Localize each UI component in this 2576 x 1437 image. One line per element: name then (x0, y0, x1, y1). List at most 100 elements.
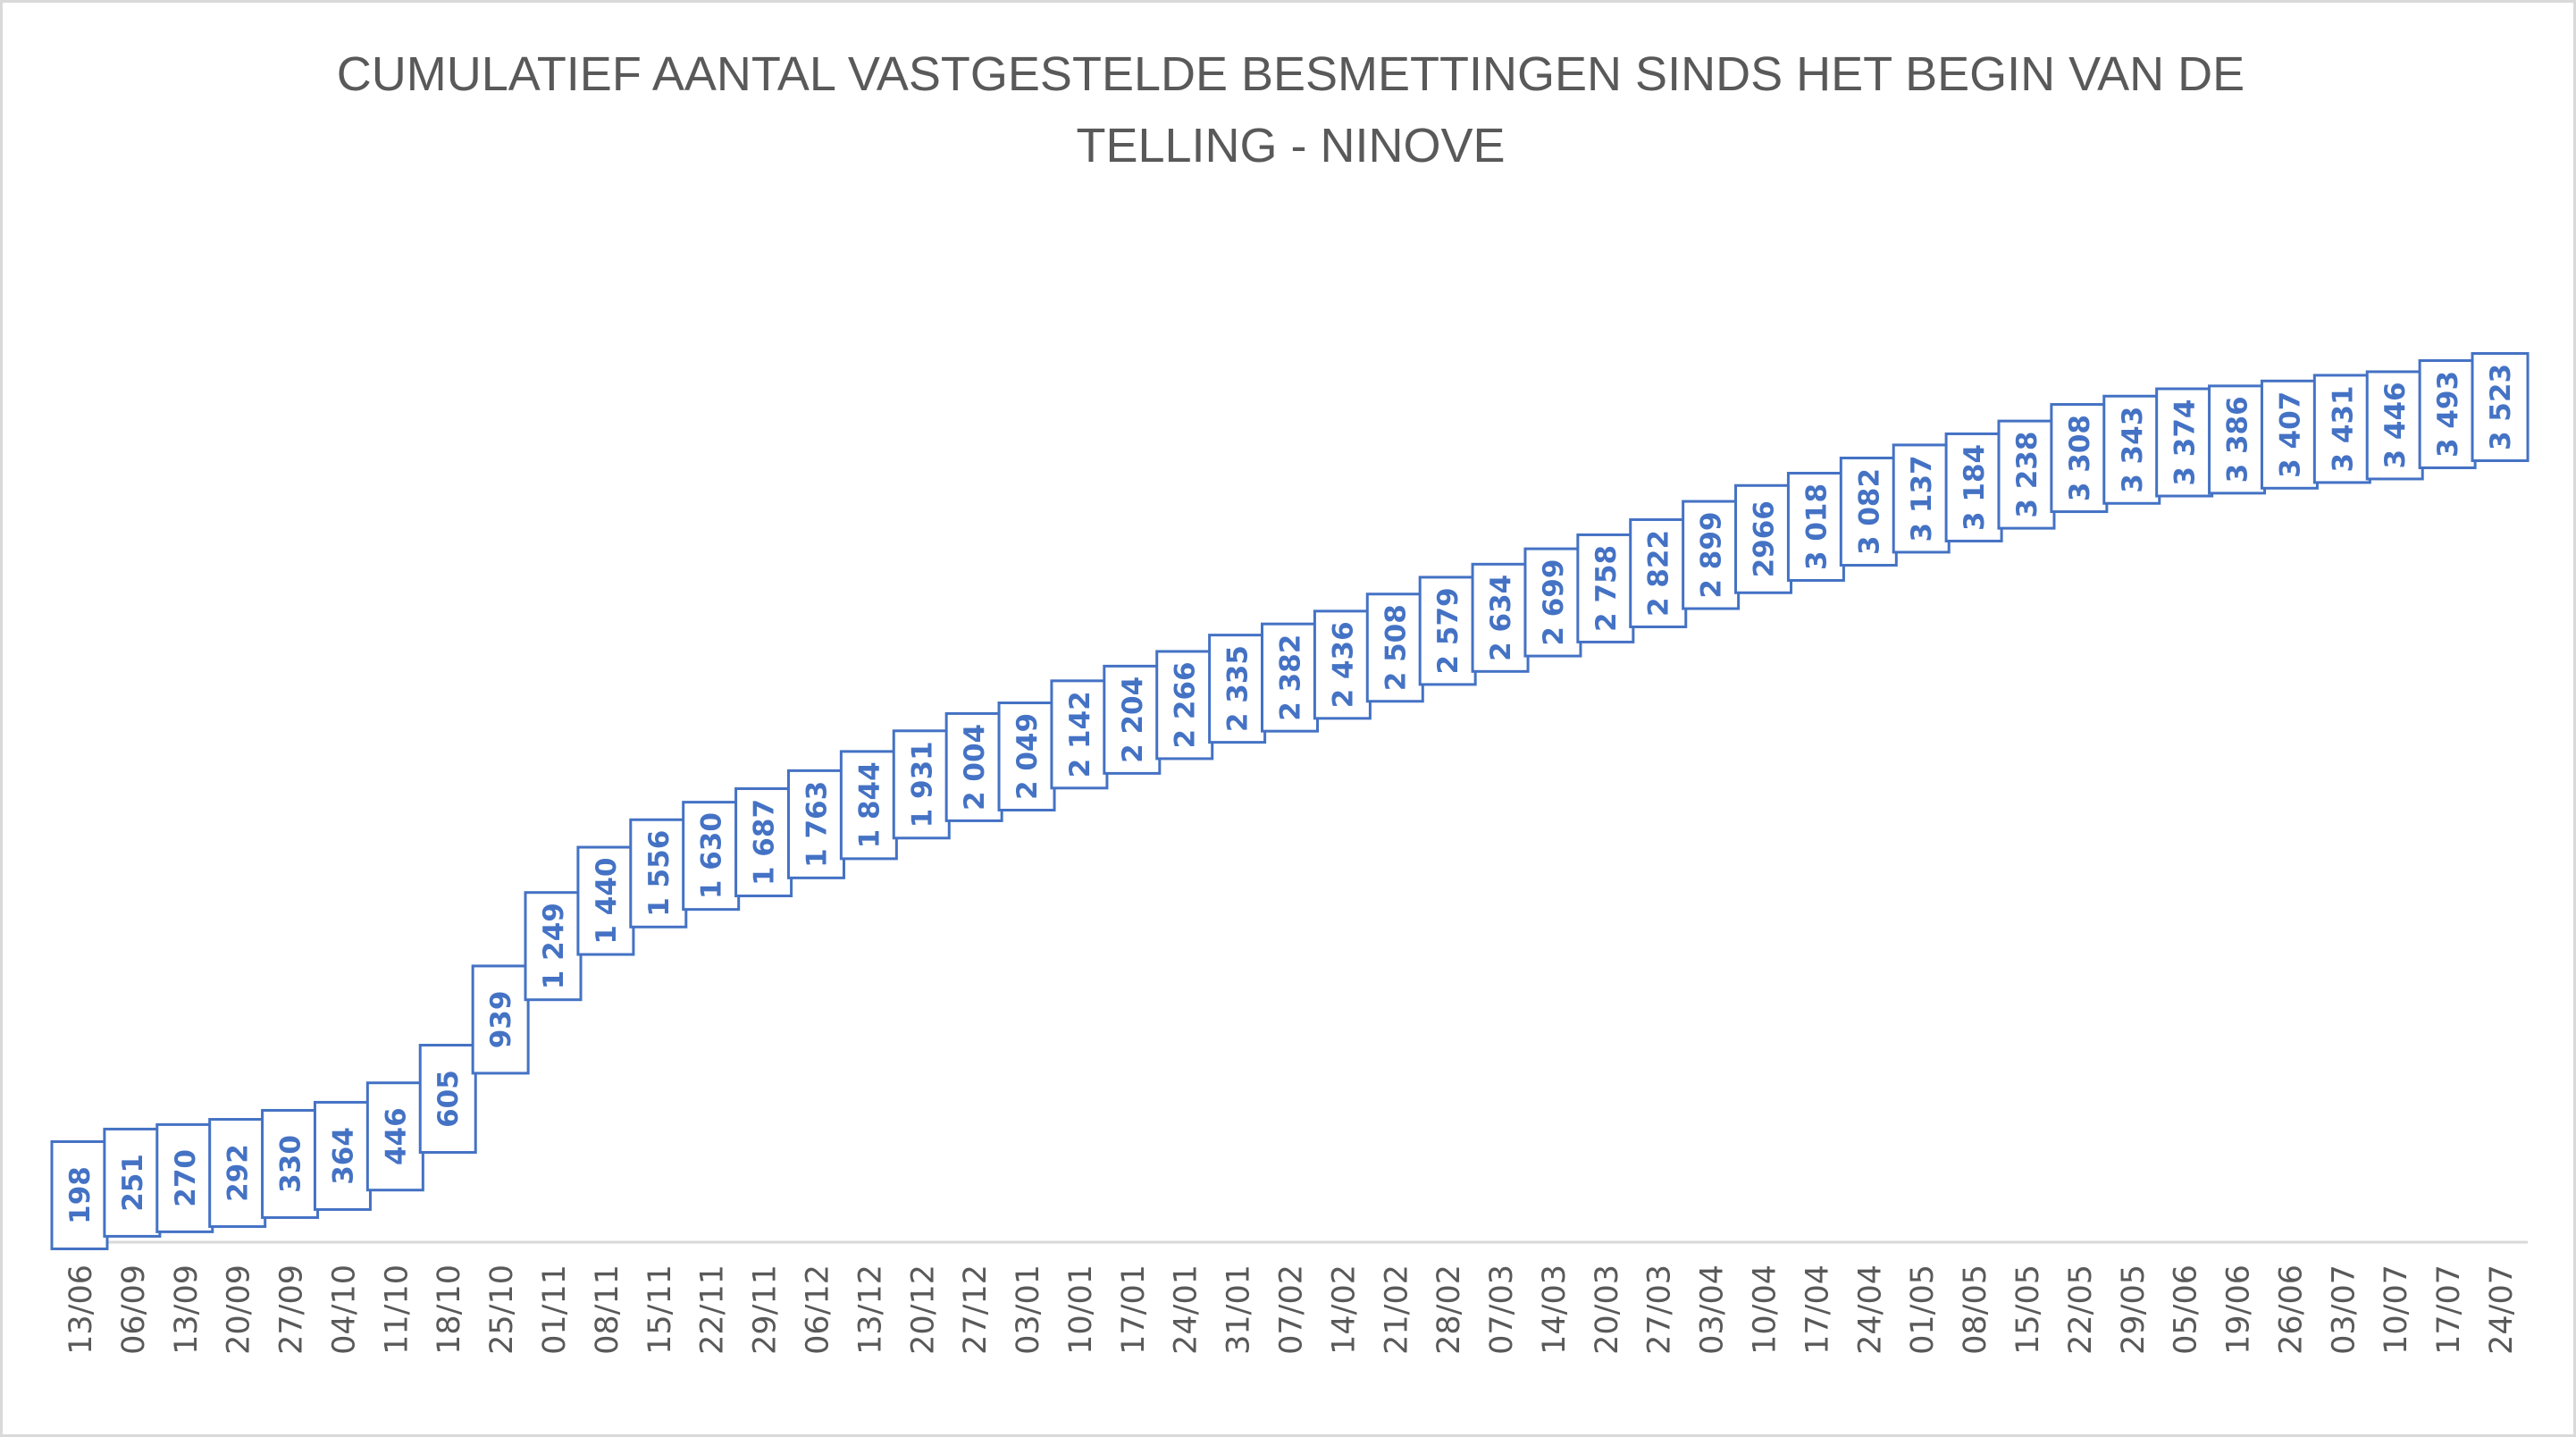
x-tick-label: 22/11 (695, 1265, 731, 1355)
data-label: 2 004 (959, 724, 991, 811)
x-tick-label: 11/10 (379, 1265, 415, 1355)
data-label-box (1682, 500, 1741, 610)
data-label: 2 266 (1170, 661, 1202, 748)
x-tick-label: 28/02 (1431, 1265, 1467, 1355)
x-tick-label: 01/11 (537, 1265, 573, 1355)
data-label-box (2102, 394, 2161, 505)
data-label-box (103, 1127, 162, 1238)
data-label-box (1997, 419, 2056, 530)
data-label-box (997, 702, 1056, 812)
data-label-box (1313, 609, 1372, 720)
x-tick-label: 17/07 (2431, 1265, 2467, 1355)
x-tick-label: 26/06 (2273, 1265, 2309, 1355)
x-tick-label: 29/11 (748, 1265, 784, 1355)
data-label: 2 634 (1485, 575, 1517, 661)
x-tick-label: 13/06 (63, 1265, 99, 1355)
x-tick-label: 24/04 (1852, 1265, 1888, 1355)
data-label: 2 049 (1011, 713, 1044, 800)
x-tick-label: 07/03 (1484, 1265, 1520, 1355)
x-tick-label: 20/12 (905, 1265, 941, 1355)
data-label-box (471, 964, 530, 1075)
x-tick-label: 05/06 (2169, 1265, 2204, 1355)
x-tick-label: 14/03 (1537, 1265, 1573, 1355)
data-label-box (1734, 483, 1793, 594)
x-tick-label: 20/09 (222, 1265, 257, 1355)
data-label: 2 822 (1643, 530, 1675, 617)
x-tick-label: 27/12 (958, 1265, 994, 1355)
x-tick-label: 25/10 (484, 1265, 520, 1355)
data-label: 2 899 (1696, 512, 1728, 599)
data-label: 1 687 (749, 799, 781, 886)
data-label-box (50, 1139, 109, 1250)
data-label: 605 (432, 1070, 465, 1128)
x-tick-label: 14/02 (1326, 1265, 1362, 1355)
x-tick-label: 08/11 (590, 1265, 625, 1355)
data-label: 1 249 (538, 903, 570, 989)
data-label-box (2260, 379, 2319, 490)
x-tick-label: 10/07 (2379, 1265, 2414, 1355)
data-label: 1 931 (906, 741, 938, 828)
chart-title-line-2: TELLING - NINOVE (1076, 119, 1506, 172)
x-tick-label: 08/05 (1958, 1265, 1993, 1355)
data-label: 2 579 (1432, 587, 1464, 674)
data-label-box (1523, 547, 1582, 658)
data-label: 1 763 (801, 781, 833, 868)
data-label: 270 (170, 1149, 202, 1207)
data-label-box (2155, 387, 2214, 498)
x-tick-label: 03/01 (1011, 1265, 1046, 1355)
data-label: 3 018 (1800, 483, 1833, 570)
x-tick-label: 18/10 (432, 1265, 467, 1355)
x-tick-label: 27/03 (1642, 1265, 1678, 1355)
data-label-box (1839, 456, 1898, 567)
data-label-box (2050, 403, 2109, 514)
data-label-box (786, 769, 845, 879)
data-label: 1 630 (696, 812, 728, 899)
data-label-box (734, 787, 793, 898)
data-label-box (682, 801, 741, 912)
x-tick-label: 19/06 (2221, 1265, 2257, 1355)
data-label: 292 (222, 1144, 255, 1202)
x-tick-label: 31/01 (1221, 1265, 1257, 1355)
x-tick-label: 22/05 (2063, 1265, 2099, 1355)
data-label: 3 343 (2117, 407, 2149, 493)
x-tick-label: 13/12 (852, 1265, 888, 1355)
data-label-box (1155, 650, 1214, 761)
x-tick-label: 06/12 (800, 1265, 835, 1355)
data-label-box (1576, 533, 1635, 643)
data-label: 3 493 (2432, 371, 2464, 458)
data-label: 3 374 (2169, 399, 2202, 486)
x-tick-label: 10/01 (1063, 1265, 1099, 1355)
data-label: 2 758 (1590, 545, 1623, 632)
x-tick-label: 15/05 (2010, 1265, 2046, 1355)
data-label-box (629, 818, 688, 929)
data-label-box (1629, 517, 1688, 628)
data-label: 1 440 (591, 858, 623, 945)
x-tick-label: 07/02 (1274, 1265, 1310, 1355)
x-tick-label: 17/01 (1116, 1265, 1152, 1355)
data-label-box (1050, 679, 1109, 790)
x-tick-label: 20/03 (1590, 1265, 1625, 1355)
data-label-box (418, 1044, 477, 1155)
x-tick-label: 13/09 (169, 1265, 205, 1355)
x-tick-label: 15/11 (642, 1265, 678, 1355)
data-label-box (1208, 634, 1267, 744)
x-tick-label: 10/04 (1748, 1265, 1783, 1355)
data-label: 2966 (1749, 500, 1781, 577)
x-tick-label: 01/05 (1905, 1265, 1941, 1355)
data-label: 2 436 (1327, 621, 1359, 708)
data-label-box (313, 1100, 372, 1211)
data-label: 3 386 (2222, 396, 2254, 483)
x-tick-label: 27/09 (274, 1265, 310, 1355)
data-label-box (892, 729, 951, 840)
data-label-box (1944, 432, 2003, 542)
data-label: 3 308 (2064, 415, 2096, 501)
data-label-box (1365, 592, 1424, 703)
data-label-box (1418, 576, 1477, 686)
x-tick-label: 03/07 (2326, 1265, 2362, 1355)
x-tick-label: 17/04 (1800, 1265, 1835, 1355)
data-label-box (944, 711, 1003, 822)
data-label: 3 431 (2327, 385, 2359, 472)
x-tick-label: 06/09 (116, 1265, 152, 1355)
data-label: 939 (485, 991, 517, 1049)
data-label-box (1261, 622, 1319, 733)
